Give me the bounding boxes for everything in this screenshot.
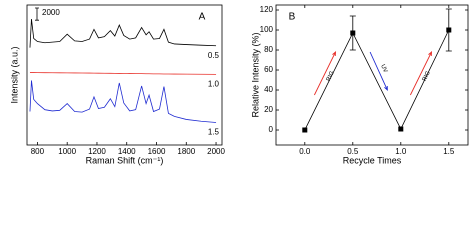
x-tick-label: 1000 (58, 147, 76, 156)
x-tick-label: 1400 (118, 147, 136, 156)
y-tick-label: 80 (264, 45, 273, 54)
x-tick-label: 1.0 (395, 147, 407, 156)
spectrum-line (29, 72, 217, 75)
annotation-label: RIG (422, 70, 432, 83)
series-label: 0.5 (208, 51, 220, 60)
y-axis-title: Relative Intensity (%) (250, 32, 260, 117)
x-tick-label: 1800 (177, 147, 195, 156)
annotation-arrow (313, 50, 337, 96)
y-tick-label: 120 (260, 5, 274, 14)
plot-frame (275, 4, 469, 146)
y-tick-label: 20 (264, 105, 273, 114)
scale-bar-label: 2000 (42, 8, 60, 17)
x-tick-label: 800 (31, 147, 45, 156)
series-label: 1.0 (208, 80, 220, 89)
panel-label: B (289, 12, 296, 23)
y-tick-label: 40 (264, 85, 273, 94)
x-tick-label: 1.5 (443, 147, 455, 156)
data-point (302, 127, 308, 133)
spectrum-line (29, 80, 217, 123)
x-tick-label: 0.5 (347, 147, 359, 156)
panel-label: A (199, 12, 206, 23)
series-label: 1.5 (208, 128, 220, 137)
data-point (350, 30, 356, 36)
data-point (446, 27, 452, 33)
plot-frame (26, 4, 223, 146)
x-tick-label: 2000 (207, 147, 225, 156)
y-axis-title: Intensity (a.u.) (9, 46, 19, 103)
y-tick-label: 100 (260, 25, 274, 34)
x-tick-label: 1200 (88, 147, 106, 156)
x-tick-label: 1600 (148, 147, 166, 156)
y-tick-label: 0 (269, 125, 274, 134)
x-axis-title: Recycle Times (343, 155, 402, 165)
scale-bar (35, 7, 39, 21)
x-axis-title: Raman Shift (cm⁻¹) (86, 155, 164, 165)
data-point (398, 126, 404, 132)
series-line (304, 29, 450, 131)
x-tick-label: 0.0 (299, 147, 311, 156)
spectrum-line (29, 18, 217, 48)
annotation-arrow (409, 50, 433, 96)
annotation-arrow (369, 51, 388, 92)
annotation-label: RIG (326, 70, 336, 83)
y-tick-label: 60 (264, 65, 273, 74)
annotation-label: UV (379, 64, 388, 74)
